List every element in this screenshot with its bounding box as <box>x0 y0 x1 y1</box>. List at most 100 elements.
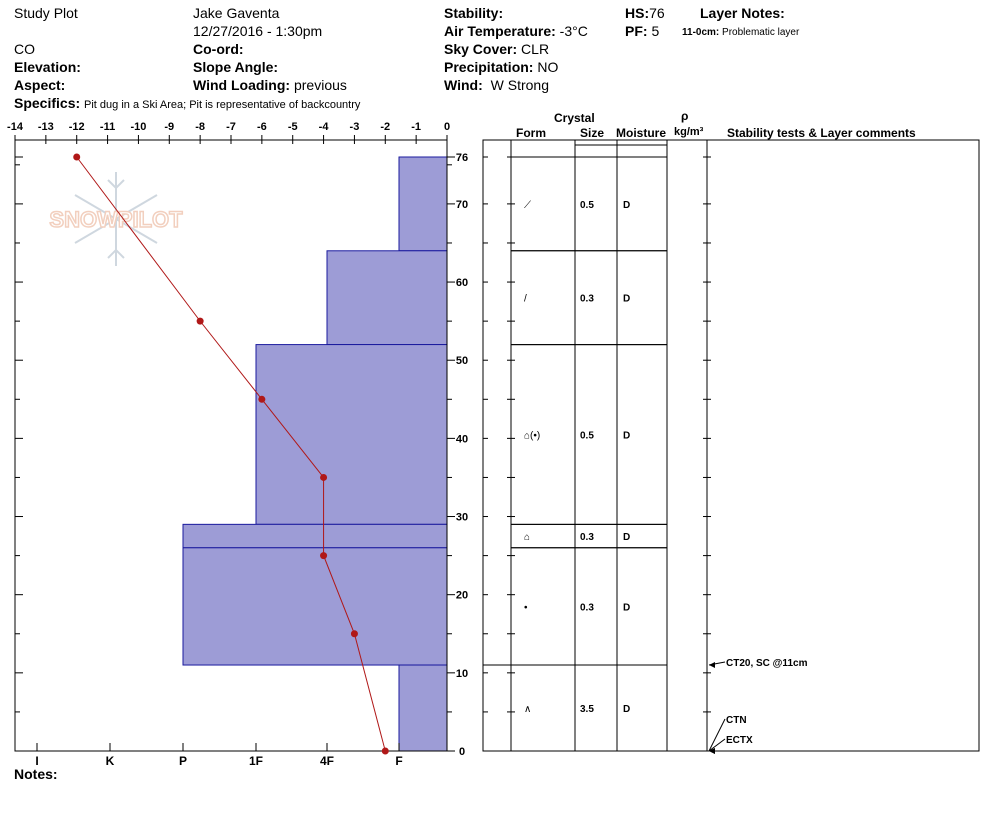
stability-arrow <box>709 748 715 754</box>
hs-value: 76 <box>649 5 665 21</box>
hardness-layer-3 <box>182 523 448 549</box>
notes-label: Notes: <box>14 766 58 782</box>
hs-label: HS: <box>625 5 650 21</box>
stability-arrow <box>709 662 715 669</box>
temp-tick-label: -3 <box>350 121 360 133</box>
temp-tick-label: -8 <box>195 121 205 133</box>
hardness-label: 4F <box>320 754 334 768</box>
temperature-line <box>76 156 386 752</box>
precipitation-label: Precipitation: <box>444 59 534 75</box>
temperature-point <box>196 317 204 325</box>
size-header: Size <box>580 126 605 140</box>
layer-moisture: D <box>623 532 630 543</box>
hardness-layer-4 <box>182 547 448 666</box>
layer-size: 0.3 <box>580 602 594 613</box>
temperature-point <box>73 153 81 161</box>
hs: HS:76 <box>625 5 665 21</box>
layer-note-text: Problematic layer <box>722 27 800 38</box>
logo-text: SNOWPILOT <box>49 207 183 232</box>
temperature-point <box>381 747 389 755</box>
sky-cover: Sky Cover: CLR <box>444 41 549 57</box>
specifics-label: Specifics: <box>14 95 81 111</box>
coord-label: Co-ord: <box>193 41 244 57</box>
depth-tick-label: 20 <box>456 590 468 602</box>
state: CO <box>14 41 35 57</box>
moisture-header: Moisture <box>616 126 667 140</box>
hardness-label: P <box>179 754 187 768</box>
depth-tick-label: 50 <box>456 355 468 367</box>
hardness-layer-2 <box>255 344 448 525</box>
wind-loading-label: Wind Loading: <box>193 77 291 93</box>
site-name: Study Plot <box>14 5 78 21</box>
temp-tick-label: -13 <box>38 121 54 133</box>
temp-tick-label: -2 <box>380 121 390 133</box>
hardness-layer-1 <box>326 250 448 346</box>
stability-pointer <box>708 738 726 752</box>
temp-tick-label: -4 <box>319 121 330 133</box>
stability-arrow <box>709 748 715 754</box>
layer-form: • <box>524 602 528 613</box>
specifics: Specifics: Pit dug in a Ski Area; Pit is… <box>14 95 360 113</box>
layer-note-range: 11-0cm: <box>682 27 720 38</box>
temp-tick-label: 0 <box>444 121 450 133</box>
sky-cover-value: CLR <box>521 41 550 57</box>
stability-pointer <box>708 718 726 752</box>
wind-label: Wind: <box>444 77 483 93</box>
layer-form: ∧ <box>524 704 531 715</box>
stability-label: Stability: <box>444 5 504 21</box>
depth-tick-label: 30 <box>456 512 468 524</box>
layer-size: 0.3 <box>580 294 594 305</box>
depth-tick-label: 10 <box>456 668 468 680</box>
wind-loading: Wind Loading: previous <box>193 77 347 93</box>
layer-size: 0.3 <box>580 532 594 543</box>
layer-form: ⟋ <box>524 200 531 211</box>
hardness-label: K <box>106 754 115 768</box>
form-header: Form <box>516 126 546 140</box>
temp-tick-label: -6 <box>257 121 267 133</box>
temp-tick-label: -12 <box>69 121 85 133</box>
density-unit-header: kg/m³ <box>674 126 704 138</box>
crystal-header: Crystal <box>554 111 595 125</box>
stability-test-label: CT20, SC @11cm <box>726 658 808 669</box>
rho-header: ρ <box>681 109 689 123</box>
layer-note: 11-0cm: Problematic layer <box>682 25 799 41</box>
temperature-point <box>258 395 266 403</box>
layer-size: 0.5 <box>580 200 594 211</box>
hardness-layer-5 <box>398 664 448 752</box>
stability-test-label: CTN <box>726 715 747 726</box>
depth-tick-label: 70 <box>456 199 468 211</box>
precipitation-value: NO <box>537 59 559 75</box>
pf: PF: 5 <box>625 23 659 39</box>
pf-label: PF: <box>625 23 648 39</box>
layer-form: / <box>524 294 527 305</box>
sky-cover-label: Sky Cover: <box>444 41 518 57</box>
temp-tick-label: -14 <box>7 121 24 133</box>
elevation-label: Elevation: <box>14 59 81 75</box>
air-temp: Air Temperature: -3°C <box>444 23 588 39</box>
depth-tick-label: 0 <box>459 746 465 758</box>
observation-datetime: 12/27/2016 - 1:30pm <box>193 23 323 39</box>
layer-table-frame <box>482 139 980 752</box>
temp-tick-label: -1 <box>411 121 421 133</box>
temperature-point <box>350 630 358 638</box>
hardness-layer-0 <box>398 156 448 252</box>
wind: Wind: W Strong <box>444 77 549 93</box>
temp-tick-label: -11 <box>100 121 115 133</box>
depth-tick-label: 40 <box>456 433 468 445</box>
temp-tick-label: -7 <box>226 121 236 133</box>
temperature-point <box>320 552 328 560</box>
depth-tick-label: 76 <box>456 152 468 164</box>
layer-size: 0.5 <box>580 430 594 441</box>
observer-name: Jake Gaventa <box>193 5 280 21</box>
stability-comments-header: Stability tests & Layer comments <box>727 126 916 140</box>
stability-test-label: ECTX <box>726 735 753 746</box>
aspect-label: Aspect: <box>14 77 66 93</box>
layer-moisture: D <box>623 704 630 715</box>
snowpilot-logo: SNOWPILOT <box>49 172 184 266</box>
layer-moisture: D <box>623 200 630 211</box>
hardness-label: F <box>395 754 402 768</box>
air-temp-label: Air Temperature: <box>444 23 556 39</box>
slope-label: Slope Angle: <box>193 59 279 75</box>
layer-moisture: D <box>623 294 630 305</box>
precipitation: Precipitation: NO <box>444 59 558 75</box>
